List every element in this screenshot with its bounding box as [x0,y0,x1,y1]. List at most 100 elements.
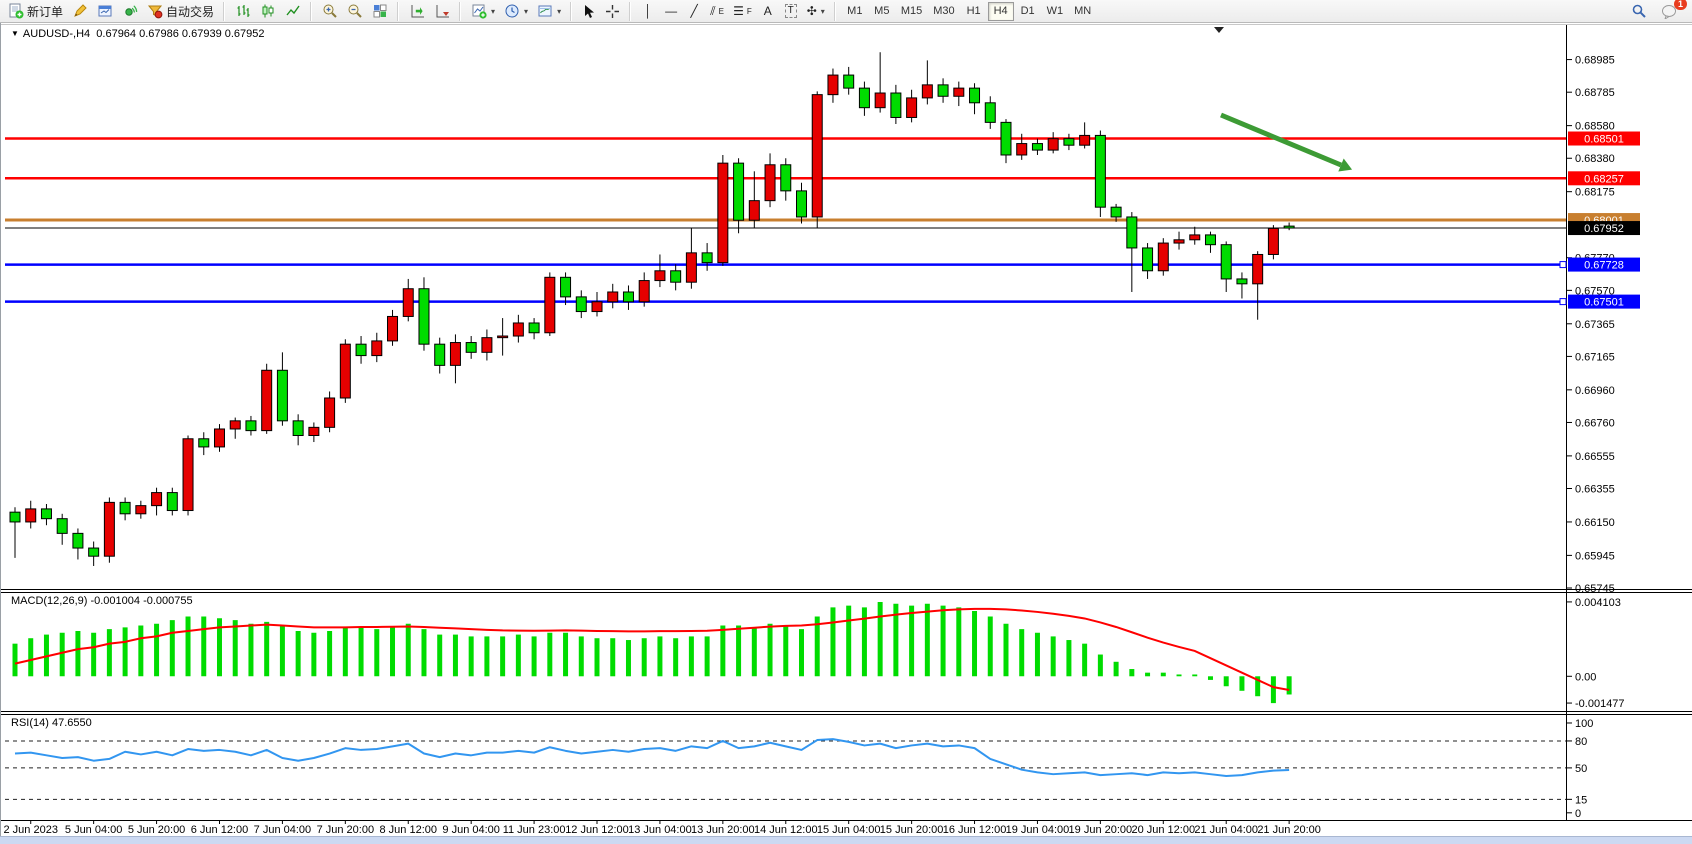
candle-body-up[interactable] [1047,138,1059,151]
timeframe-mn-button[interactable]: MN [1069,2,1096,21]
candle-body-down[interactable] [56,518,68,534]
crosshair-tool-button[interactable] [601,1,624,21]
candle-body-down[interactable] [418,288,430,345]
candle-body-down[interactable] [72,532,84,549]
candle-body-up[interactable] [25,508,37,523]
timeframe-m30-button[interactable]: M30 [928,2,959,21]
candle-body-down[interactable] [1126,216,1138,249]
search-button[interactable] [1627,1,1651,21]
tile-windows-button[interactable] [368,1,392,21]
candle-body-up[interactable] [748,200,760,221]
candle-body-up[interactable] [308,426,320,437]
candle-body-up[interactable] [182,438,194,512]
chart-canvas[interactable]: 0.68985 0.68785 0.68580 0.68380 0.68175 0.677… [1,23,1692,844]
chart-shift-button[interactable] [430,1,454,21]
candle-body-down[interactable] [1220,244,1232,280]
candle-body-up[interactable] [1267,227,1279,255]
macd-pane[interactable] [12,601,1292,704]
candle-body-up[interactable] [921,84,933,99]
symbol-dropdown-icon[interactable]: ▼ [11,29,19,38]
candle-body-down[interactable] [560,276,572,298]
timeframe-d1-button[interactable]: D1 [1015,2,1041,21]
candle-body-down[interactable] [733,162,745,221]
candle-body-up[interactable] [906,97,918,118]
bar-chart-type-button[interactable] [231,1,255,21]
candle-body-down[interactable] [890,92,902,118]
candle-body-down[interactable] [575,296,587,313]
candle-body-up[interactable] [497,335,509,339]
candle-body-up[interactable] [339,343,351,399]
candle-body-up[interactable] [1157,242,1169,272]
candle-body-up[interactable] [512,322,524,337]
candle-body-up[interactable] [764,164,776,202]
candle-body-down[interactable] [780,164,792,192]
candle-body-up[interactable] [135,505,147,515]
candles[interactable] [9,52,1295,566]
text-tool-button[interactable]: A [757,1,779,21]
candle-body-up[interactable] [1173,239,1185,244]
indicators-button[interactable]: ▾ [467,1,499,21]
zoom-out-button[interactable] [343,1,367,21]
rsi-pane[interactable] [5,738,1566,800]
candle-body-up[interactable] [1252,253,1264,285]
candle-body-down[interactable] [1110,206,1122,218]
candle-body-up[interactable] [717,162,729,264]
candle-body-down[interactable] [119,501,131,515]
candle-body-down[interactable] [1283,225,1295,229]
candle-body-up[interactable] [874,92,886,109]
trendline-tool-button[interactable]: ╱ [683,1,705,21]
candle-body-down[interactable] [355,343,367,357]
arrows-tool-button[interactable]: ✣ ▾ [803,1,829,21]
timeframe-m5-button[interactable]: M5 [869,2,895,21]
line-chart-type-button[interactable] [281,1,305,21]
candle-body-down[interactable] [88,547,100,557]
candle-body-down[interactable] [166,492,178,512]
timeframe-m15-button[interactable]: M15 [896,2,927,21]
candle-body-down[interactable] [701,252,713,264]
candle-body-down[interactable] [796,190,807,218]
candle-body-up[interactable] [1189,234,1201,241]
market-watch-button[interactable] [93,1,117,21]
timeframe-h1-button[interactable]: H1 [961,2,987,21]
candle-body-up[interactable] [685,252,697,283]
vertical-line-tool-button[interactable]: │ [637,1,659,21]
templates-button[interactable]: ▾ [533,1,565,21]
time-axis[interactable]: 2 Jun 2023 5 Jun 04:00 5 Jun 20:00 6 Jun 12… [4,820,1321,836]
candle-body-up[interactable] [481,337,493,353]
candle-body-up[interactable] [261,369,273,432]
candle-body-up[interactable] [1079,134,1091,146]
candle-body-down[interactable] [245,420,257,432]
candle-body-up[interactable] [638,280,650,303]
chat-notifications-button[interactable]: 1 [1657,0,1687,21]
candle-body-up[interactable] [544,276,556,334]
candle-body-up[interactable] [607,291,619,303]
candle-body-down[interactable] [434,343,446,366]
candle-body-up[interactable] [449,342,461,366]
candle-body-down[interactable] [843,74,855,89]
candle-body-up[interactable] [103,501,115,557]
candle-body-up[interactable] [811,94,823,218]
candle-body-up[interactable] [324,397,336,428]
candlestick-type-button[interactable] [256,1,280,21]
candle-body-down[interactable] [9,511,21,523]
candle-body-down[interactable] [858,87,870,109]
rsi-line[interactable] [14,738,1290,777]
candle-body-down[interactable] [292,420,304,437]
notifications-button[interactable] [118,1,142,21]
candle-body-down[interactable] [276,369,288,422]
autotrading-button[interactable]: 自动交易 [143,1,218,21]
candle-body-down[interactable] [670,270,682,283]
candle-body-up[interactable] [1016,143,1028,156]
candle-body-up[interactable] [591,301,603,313]
chart-shift-marker[interactable] [1214,27,1224,33]
candle-body-up[interactable] [371,340,383,357]
candle-body-down[interactable] [1204,234,1216,246]
candle-body-down[interactable] [969,87,981,104]
periods-button[interactable]: ▾ [500,1,532,21]
candle-body-up[interactable] [151,492,163,507]
candle-body-down[interactable] [1094,134,1106,208]
timeframe-w1-button[interactable]: W1 [1042,2,1069,21]
price-axis[interactable]: 0.68985 0.68785 0.68580 0.68380 0.68175 0.677… [1559,55,1640,820]
text-label-tool-button[interactable]: T [780,1,802,21]
macd-signal-line[interactable] [14,607,1290,691]
